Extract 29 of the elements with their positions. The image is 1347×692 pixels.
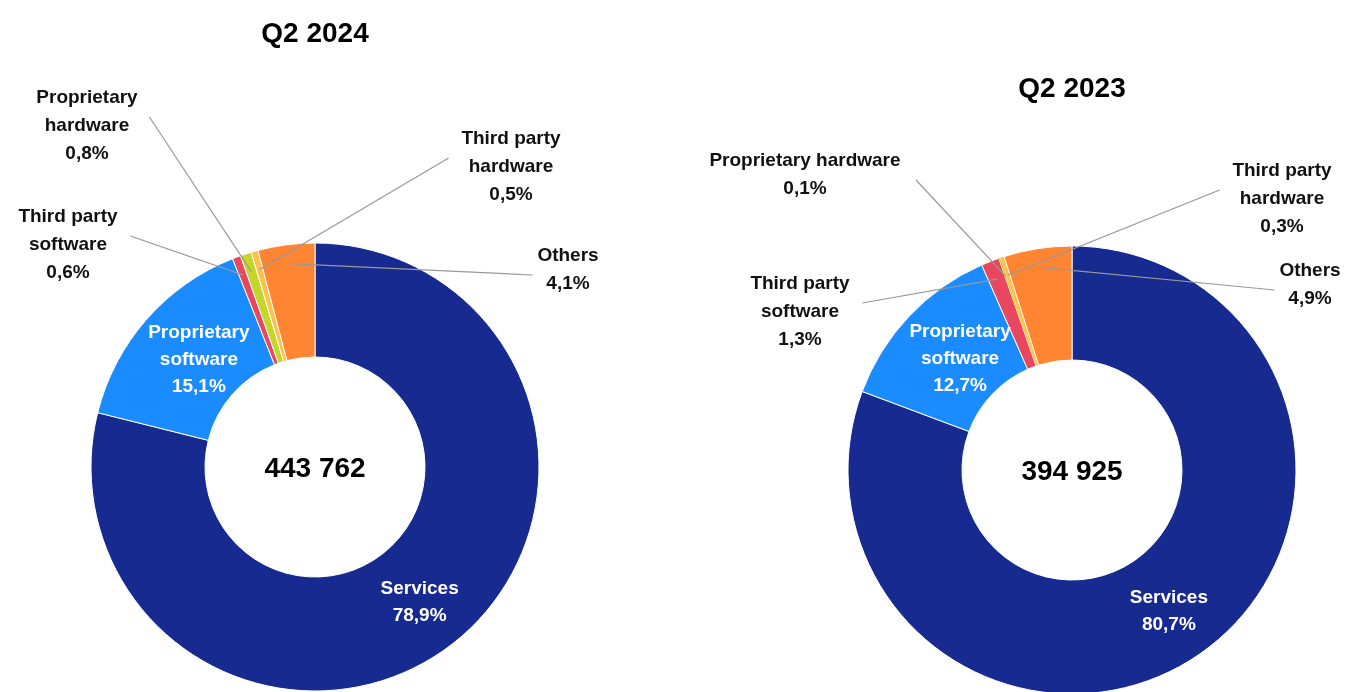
data-label: 4,1%: [546, 272, 590, 293]
data-label: 0,5%: [489, 183, 533, 204]
chart-title: Q2 2023: [1018, 72, 1126, 103]
slice-label: Services: [1129, 586, 1208, 608]
slice-label: Third party hardware: [461, 127, 562, 176]
chart-title: Q2 2024: [261, 17, 370, 48]
slice-label: Proprietary hardware: [36, 86, 139, 135]
slice-label: Proprietary software: [909, 319, 1012, 368]
slice-label: Others: [1279, 259, 1341, 280]
data-label: 12,7%: [933, 373, 988, 395]
slice-label: Third party software: [750, 272, 851, 321]
data-label: 80,7%: [1141, 613, 1196, 635]
text: 443 762: [264, 452, 366, 483]
data-label: 0,3%: [1260, 215, 1304, 236]
slice-label: Proprietary hardware: [709, 149, 901, 170]
data-label: 4,9%: [1288, 287, 1332, 308]
data-label: 1,3%: [778, 328, 822, 349]
data-label: 0,1%: [783, 177, 827, 198]
data-label: 15,1%: [171, 375, 226, 397]
data-label: 0,6%: [46, 261, 90, 282]
donut-slice: [97, 258, 276, 441]
slice-label: Services: [380, 577, 459, 599]
slice-label: Third party hardware: [1232, 159, 1333, 208]
text: 394 925: [1021, 455, 1123, 486]
slice-label: Third party software: [18, 205, 119, 254]
data-label: 78,9%: [392, 604, 447, 626]
data-label: 0,8%: [65, 142, 109, 163]
slice-label: Proprietary software: [148, 321, 251, 370]
slice-label: Others: [537, 244, 599, 265]
